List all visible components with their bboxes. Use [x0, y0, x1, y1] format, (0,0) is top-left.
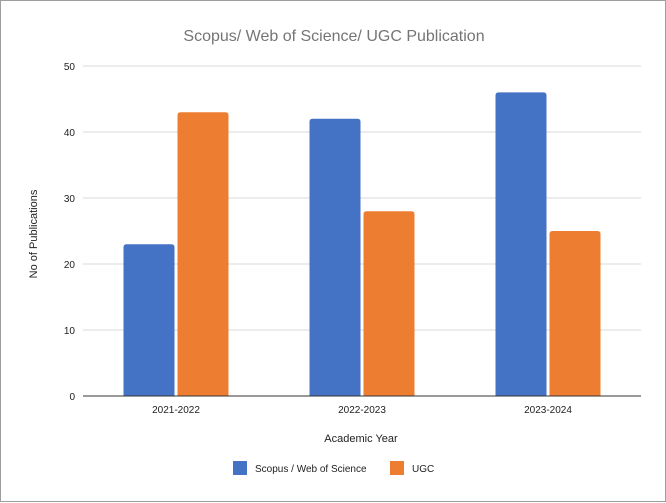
- bar-scopus-web-of-science-2022-2023: [309, 118, 361, 397]
- x-tick-label: 2022-2023: [338, 405, 386, 416]
- y-tick-label: 20: [64, 260, 76, 271]
- bar-ugc-2022-2023: [363, 211, 415, 396]
- bar-scopus-web-of-science-2023-2024: [495, 92, 547, 397]
- legend-swatch: [390, 461, 404, 475]
- bar-ugc-2023-2024: [549, 231, 601, 396]
- legend-label: Scopus / Web of Science: [255, 464, 367, 475]
- y-tick-label: 0: [69, 392, 75, 403]
- y-tick-label: 40: [64, 128, 76, 139]
- bars: [123, 92, 601, 397]
- y-tick-label: 10: [64, 326, 76, 337]
- x-tick-label: 2021-2022: [152, 405, 200, 416]
- y-axis-label: No of Publications: [28, 189, 40, 278]
- y-axis-ticks: 0 10 20 30 40 50: [64, 62, 76, 403]
- legend-swatch: [233, 461, 247, 475]
- gridlines: [83, 65, 641, 331]
- legend: Scopus / Web of Science UGC: [233, 461, 434, 475]
- x-axis-ticks: 2021-2022 2022-2023 2023-2024: [152, 405, 572, 416]
- x-tick-label: 2023-2024: [524, 405, 572, 416]
- bar-scopus-web-of-science-2021-2022: [123, 244, 175, 396]
- legend-label: UGC: [412, 464, 434, 475]
- chart-title: Scopus/ Web of Science/ UGC Publication: [183, 28, 484, 45]
- bar-ugc-2021-2022: [177, 112, 229, 396]
- y-tick-label: 30: [64, 194, 76, 205]
- y-tick-label: 50: [64, 62, 76, 73]
- x-axis-label: Academic Year: [324, 433, 398, 445]
